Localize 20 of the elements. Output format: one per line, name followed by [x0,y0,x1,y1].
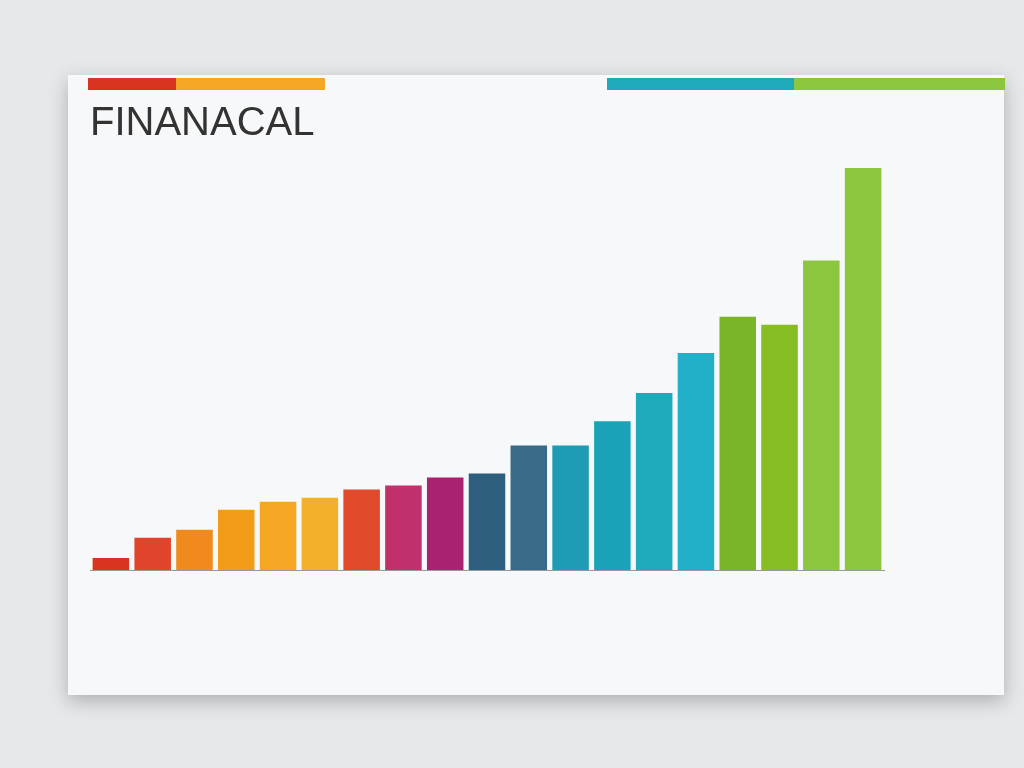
bar [426,477,464,570]
bar [176,529,213,570]
bar [468,473,506,570]
bar [635,393,673,570]
bar [301,497,339,570]
bar [385,485,422,570]
bar [92,557,130,570]
bar [343,489,380,570]
bar [677,352,715,570]
bar [719,316,756,570]
bar [510,445,548,570]
bar [218,509,255,570]
bar [552,445,589,570]
bar [761,324,798,570]
bar [803,260,840,570]
bar [844,168,882,570]
bar [134,537,171,570]
bar [259,501,297,570]
bar [594,421,631,570]
chart-title: FINANACAL [90,99,315,144]
